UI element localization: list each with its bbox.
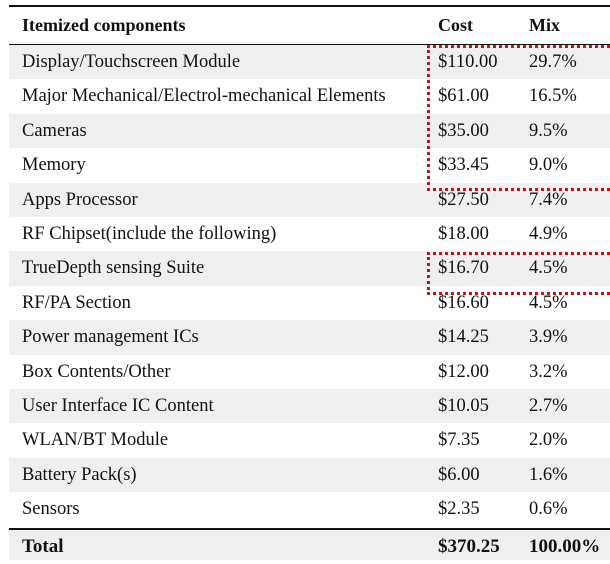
row-component: TrueDepth sensing Suite	[22, 258, 205, 279]
highlight-truedepth	[427, 252, 610, 295]
row-mix: 3.2%	[529, 361, 568, 382]
table-row: TrueDepth sensing Suite $16.70 4.5%	[9, 251, 610, 286]
row-component: RF/PA Section	[22, 292, 131, 313]
row-component: Power management ICs	[22, 327, 199, 348]
row-component: Box Contents/Other	[22, 361, 171, 382]
table-row: Battery Pack(s) $6.00 1.6%	[9, 457, 610, 493]
table-header: Itemized components Cost Mix	[9, 7, 610, 43]
row-cost: $18.00	[438, 223, 489, 244]
header-mix: Mix	[529, 15, 560, 35]
row-component: RF Chipset(include the following)	[22, 223, 277, 244]
table-row: WLAN/BT Module $7.35 2.0%	[9, 423, 610, 457]
row-component: Sensors	[22, 499, 80, 520]
row-cost: $61.00	[438, 86, 489, 107]
header-divider	[9, 44, 610, 45]
row-mix: 16.5%	[529, 86, 577, 107]
row-mix: 4.9%	[529, 223, 568, 244]
row-mix: 9.0%	[529, 155, 568, 176]
highlight-top-four	[427, 45, 610, 191]
row-component: WLAN/BT Module	[22, 430, 169, 451]
table-row: Sensors $2.35 0.6%	[9, 492, 610, 526]
row-component: Memory	[22, 155, 86, 176]
row-cost: $2.35	[438, 499, 480, 520]
table-row: RF Chipset(include the following) $18.00…	[9, 217, 610, 251]
total-label: Total	[22, 536, 64, 557]
row-cost: $14.25	[438, 327, 489, 348]
row-cost: $7.35	[438, 430, 480, 451]
row-cost: $110.00	[438, 52, 498, 72]
row-component: Cameras	[22, 120, 87, 141]
row-component: User Interface IC Content	[22, 395, 214, 416]
total-mix: 100.00%	[529, 536, 601, 557]
row-cost: $10.05	[438, 395, 489, 416]
row-cost: $16.60	[438, 292, 489, 313]
row-mix: 4.5%	[529, 292, 568, 313]
row-component: Battery Pack(s)	[22, 464, 137, 485]
row-cost: $35.00	[438, 120, 489, 141]
row-mix: 29.7%	[529, 52, 577, 72]
table-row: Memory $33.45 9.0%	[9, 148, 610, 182]
table-row: Box Contents/Other $12.00 3.2%	[9, 355, 610, 389]
table-row: Display/Touchscreen Module $110.00 29.7%	[9, 45, 610, 80]
row-mix: 0.6%	[529, 499, 568, 520]
row-mix: 1.6%	[529, 464, 568, 485]
table-row: Power management ICs $14.25 3.9%	[9, 320, 610, 355]
header-component: Itemized components	[22, 15, 186, 35]
cost-table: Itemized components Cost Mix Display/Tou…	[9, 5, 610, 560]
row-mix: 2.7%	[529, 395, 568, 416]
row-cost: $6.00	[438, 464, 480, 485]
table-row: User Interface IC Content $10.05 2.7%	[9, 388, 610, 424]
total-cost: $370.25	[438, 536, 500, 557]
table-row: Major Mechanical/Electrol-mechanical Ele…	[9, 79, 610, 113]
total-row: Total $370.25 100.00%	[9, 528, 610, 560]
row-mix: 7.4%	[529, 189, 568, 210]
row-component: Display/Touchscreen Module	[22, 52, 241, 72]
row-cost: $12.00	[438, 361, 489, 382]
row-mix: 9.5%	[529, 120, 568, 141]
row-cost: $33.45	[438, 155, 489, 176]
row-mix: 4.5%	[529, 258, 568, 279]
row-cost: $16.70	[438, 258, 489, 279]
header-cost: Cost	[438, 15, 473, 35]
row-component: Major Mechanical/Electrol-mechanical Ele…	[22, 86, 386, 107]
row-mix: 3.9%	[529, 327, 568, 348]
table-body: Display/Touchscreen Module $110.00 29.7%…	[9, 45, 610, 526]
table-row: RF/PA Section $16.60 4.5%	[9, 286, 610, 320]
row-cost: $27.50	[438, 189, 489, 210]
row-component: Apps Processor	[22, 189, 138, 210]
table-row: Cameras $35.00 9.5%	[9, 113, 610, 149]
row-mix: 2.0%	[529, 430, 568, 451]
